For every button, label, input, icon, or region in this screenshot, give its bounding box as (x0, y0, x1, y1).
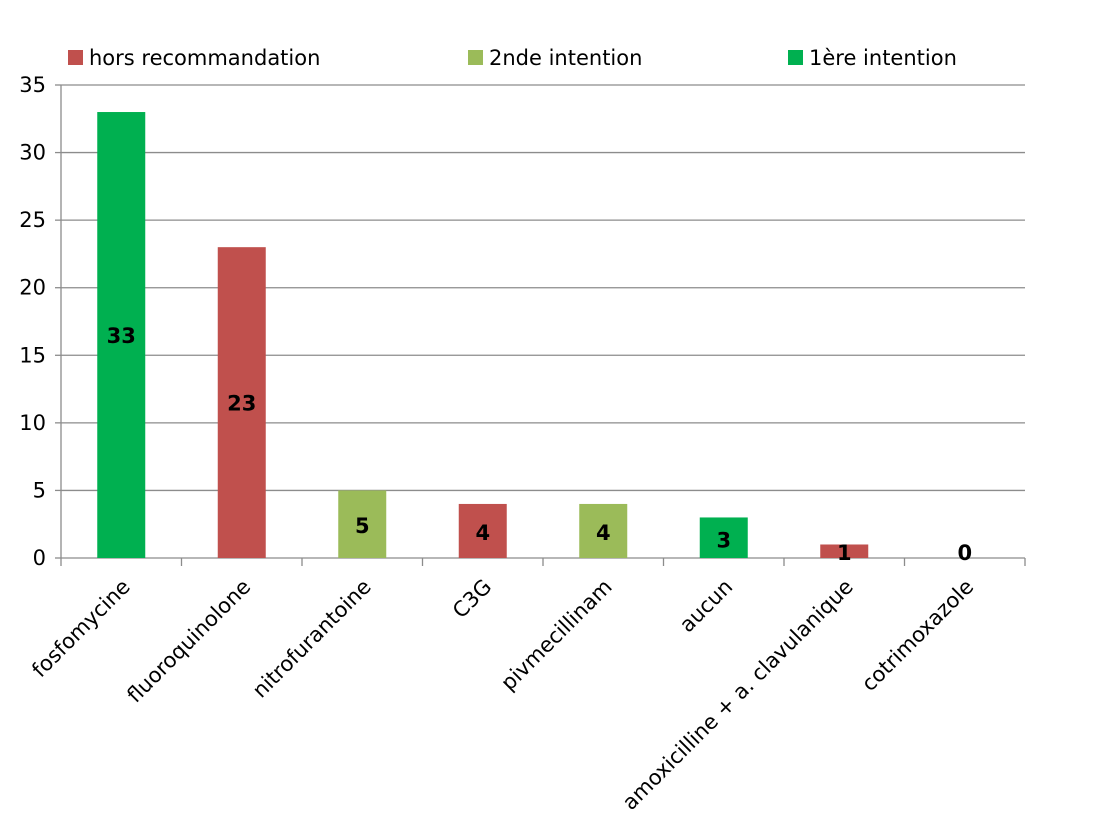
category-label: amoxicilline + a. clavulanique (618, 575, 858, 815)
data-label: 4 (596, 521, 611, 545)
legend-swatch (68, 50, 83, 65)
legend-label: 2nde intention (489, 46, 642, 70)
data-label: 23 (227, 392, 256, 416)
data-label: 1 (837, 541, 852, 565)
y-tick-label: 25 (19, 208, 46, 232)
bar-nitrofurantoine (338, 490, 387, 558)
y-tick-label: 0 (33, 546, 46, 570)
category-label: fosfomycine (27, 575, 134, 682)
legend: hors recommandation 2nde intention 1ère in… (68, 46, 957, 70)
data-label: 4 (475, 521, 490, 545)
y-tick-label: 15 (19, 343, 46, 367)
y-tick-label: 20 (19, 276, 46, 300)
category-label: pivmecillinam (496, 575, 617, 696)
category-label: fluoroquinolone (122, 575, 255, 708)
bar-aucun (699, 517, 748, 558)
y-tick-label: 35 (19, 73, 46, 97)
data-label: 5 (355, 514, 370, 538)
y-tick-label: 10 (19, 411, 46, 435)
legend-swatch (468, 50, 483, 65)
data-labels: 33 23 5 4 4 3 1 0 (107, 324, 972, 565)
category-label: nitrofurantoine (248, 575, 376, 703)
category-label: aucun (675, 575, 737, 637)
y-tick-label: 30 (19, 141, 46, 165)
bar-fosfomycine (97, 112, 146, 559)
data-label: 3 (716, 529, 731, 553)
y-tick-label: 5 (33, 478, 46, 502)
data-label: 0 (957, 541, 972, 565)
legend-label: hors recommandation (89, 46, 320, 70)
bar-c3g (458, 503, 507, 558)
bar-amoxicilline-a-clavulanique (820, 544, 869, 558)
legend-swatch (788, 50, 803, 65)
bar-fluoroquinolone (217, 247, 266, 558)
category-labels: fosfomycinefluoroquinolonenitrofurantoin… (27, 575, 978, 815)
category-label: C3G (448, 575, 496, 623)
data-label: 33 (107, 324, 136, 348)
legend-label: 1ère intention (809, 46, 957, 70)
category-label: cotrimoxazole (857, 575, 978, 696)
gridlines (61, 84, 1025, 492)
bars (97, 112, 869, 559)
bar-pivmecillinam (579, 503, 628, 558)
